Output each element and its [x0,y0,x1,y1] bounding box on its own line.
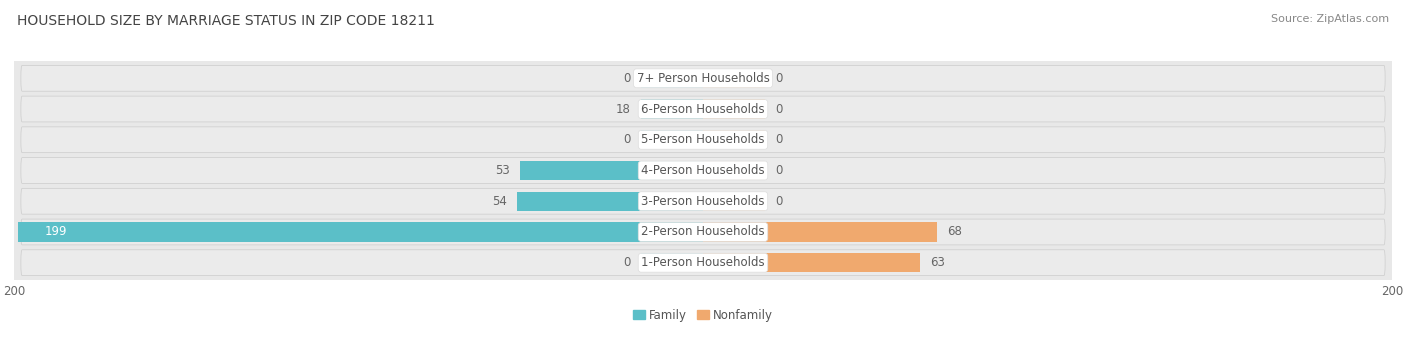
FancyBboxPatch shape [21,127,1385,153]
Bar [703,69,765,88]
Text: 63: 63 [931,256,945,269]
Text: 53: 53 [495,164,510,177]
Bar [641,253,703,272]
Bar [641,69,703,88]
Bar [17,222,703,241]
FancyBboxPatch shape [21,250,1385,276]
FancyBboxPatch shape [21,188,1385,214]
Bar [703,100,765,119]
Bar [703,222,938,241]
Bar [703,253,920,272]
Text: 0: 0 [623,133,631,146]
Bar [520,161,703,180]
Text: 18: 18 [616,103,631,116]
Text: 0: 0 [775,133,783,146]
Text: 5-Person Households: 5-Person Households [641,133,765,146]
Text: 3-Person Households: 3-Person Households [641,195,765,208]
Text: 0: 0 [775,103,783,116]
FancyBboxPatch shape [21,158,1385,183]
Text: 0: 0 [775,195,783,208]
Text: 6-Person Households: 6-Person Households [641,103,765,116]
FancyBboxPatch shape [21,219,1385,245]
Text: 0: 0 [775,72,783,85]
Bar [517,192,703,211]
Text: 2-Person Households: 2-Person Households [641,225,765,238]
Text: 54: 54 [492,195,506,208]
Text: HOUSEHOLD SIZE BY MARRIAGE STATUS IN ZIP CODE 18211: HOUSEHOLD SIZE BY MARRIAGE STATUS IN ZIP… [17,14,434,28]
Text: Source: ZipAtlas.com: Source: ZipAtlas.com [1271,14,1389,24]
Text: 0: 0 [623,256,631,269]
Bar [703,161,765,180]
Text: 1-Person Households: 1-Person Households [641,256,765,269]
Text: 4-Person Households: 4-Person Households [641,164,765,177]
Text: 7+ Person Households: 7+ Person Households [637,72,769,85]
Bar [641,130,703,149]
Bar [703,130,765,149]
Text: 68: 68 [948,225,963,238]
FancyBboxPatch shape [21,65,1385,91]
Legend: Family, Nonfamily: Family, Nonfamily [633,309,773,322]
Text: 199: 199 [45,225,67,238]
Text: 0: 0 [775,164,783,177]
Text: 0: 0 [623,72,631,85]
Bar [703,192,765,211]
Bar [641,100,703,119]
FancyBboxPatch shape [21,96,1385,122]
